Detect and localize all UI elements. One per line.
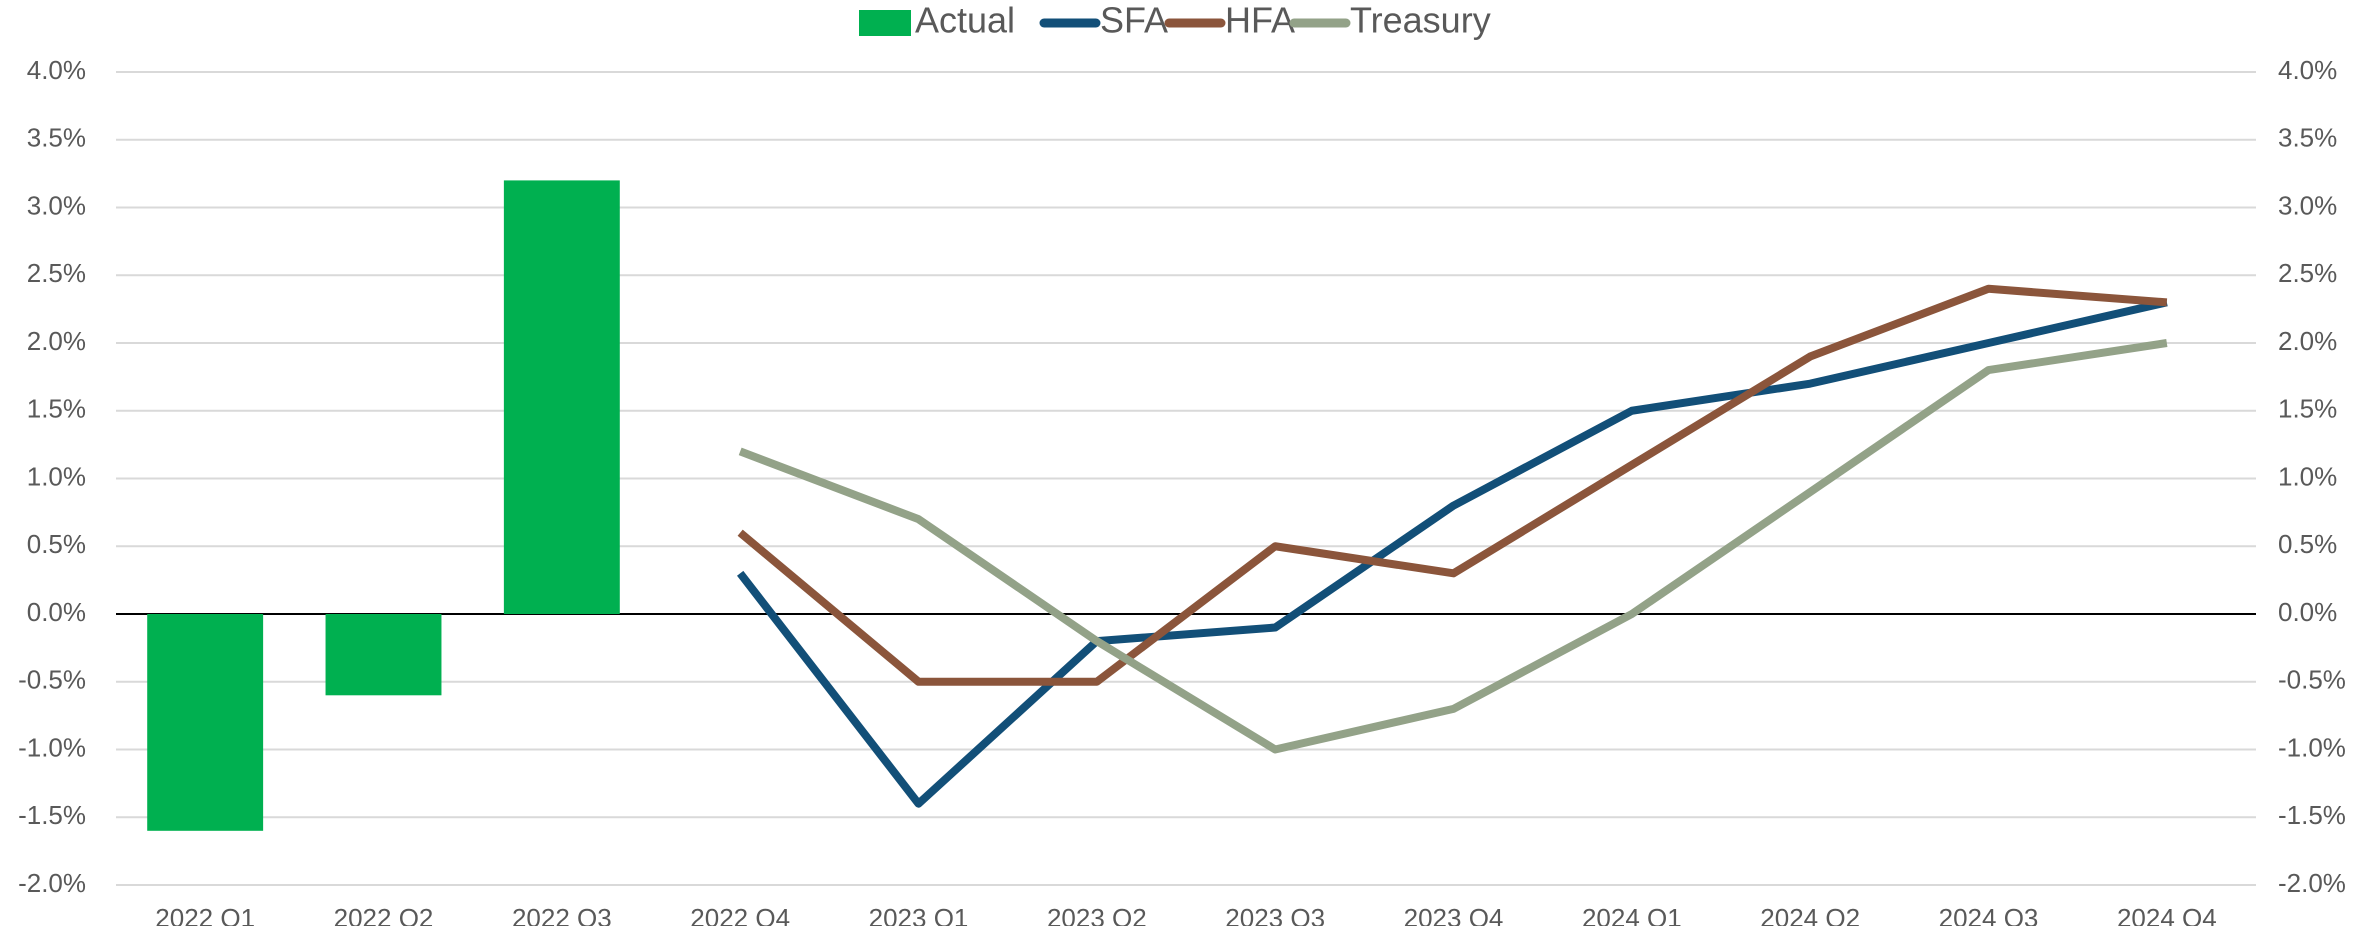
y2-tick-label: 1.0% [2278, 461, 2337, 491]
y2-tick-label: 2.0% [2278, 326, 2337, 356]
y-tick-label: 1.5% [27, 394, 86, 424]
y-tick-label: 0.5% [27, 529, 86, 559]
bar [503, 180, 620, 614]
y2-tick-label: 0.5% [2278, 529, 2337, 559]
y2-tick-label: 0.0% [2278, 597, 2337, 627]
legend-label: Treasury [1350, 0, 1491, 41]
y-tick-label: 4.0% [27, 55, 86, 85]
x-tick-label: 2022 Q2 [334, 903, 434, 926]
line [737, 284, 2168, 686]
x-tick-label: 2022 Q3 [512, 903, 612, 926]
y2-tick-label: 4.0% [2278, 55, 2337, 85]
legend-label: SFA [1100, 0, 1168, 41]
x-tick-label: 2023 Q3 [1225, 903, 1325, 926]
y2-tick-label: -1.0% [2278, 732, 2346, 762]
x-tick-label: 2022 Q4 [690, 903, 790, 926]
y2-tick-label: 2.5% [2278, 258, 2337, 288]
y2-tick-label: -2.0% [2278, 868, 2346, 898]
legend-label: Actual [915, 0, 1015, 41]
y2-tick-label: -0.5% [2278, 665, 2346, 695]
x-tick-label: 2023 Q2 [1047, 903, 1147, 926]
y-tick-label: 1.0% [27, 461, 86, 491]
legend-label: HFA [1225, 0, 1295, 41]
y-tick-label: -0.5% [18, 665, 86, 695]
y2-tick-label: -1.5% [2278, 800, 2346, 830]
legend-swatch [859, 10, 911, 36]
y-tick-label: -1.5% [18, 800, 86, 830]
y2-tick-label: 1.5% [2278, 394, 2337, 424]
x-tick-label: 2024 Q4 [2117, 903, 2217, 926]
line [737, 298, 2168, 808]
x-tick-label: 2024 Q3 [1939, 903, 2039, 926]
y2-tick-label: 3.5% [2278, 123, 2337, 153]
x-tick-label: 2023 Q1 [869, 903, 969, 926]
y-tick-label: 0.0% [27, 597, 86, 627]
x-tick-label: 2022 Q1 [155, 903, 255, 926]
y-tick-label: 3.0% [27, 190, 86, 220]
x-tick-label: 2024 Q2 [1760, 903, 1860, 926]
y-tick-label: 2.0% [27, 326, 86, 356]
y-tick-label: -1.0% [18, 732, 86, 762]
bar [147, 614, 264, 831]
y-tick-label: -2.0% [18, 868, 86, 898]
x-tick-label: 2024 Q1 [1582, 903, 1682, 926]
bar [325, 614, 442, 696]
y-tick-label: 3.5% [27, 123, 86, 153]
line [738, 339, 2168, 754]
y2-tick-label: 3.0% [2278, 190, 2337, 220]
y-tick-label: 2.5% [27, 258, 86, 288]
x-tick-label: 2023 Q4 [1404, 903, 1504, 926]
